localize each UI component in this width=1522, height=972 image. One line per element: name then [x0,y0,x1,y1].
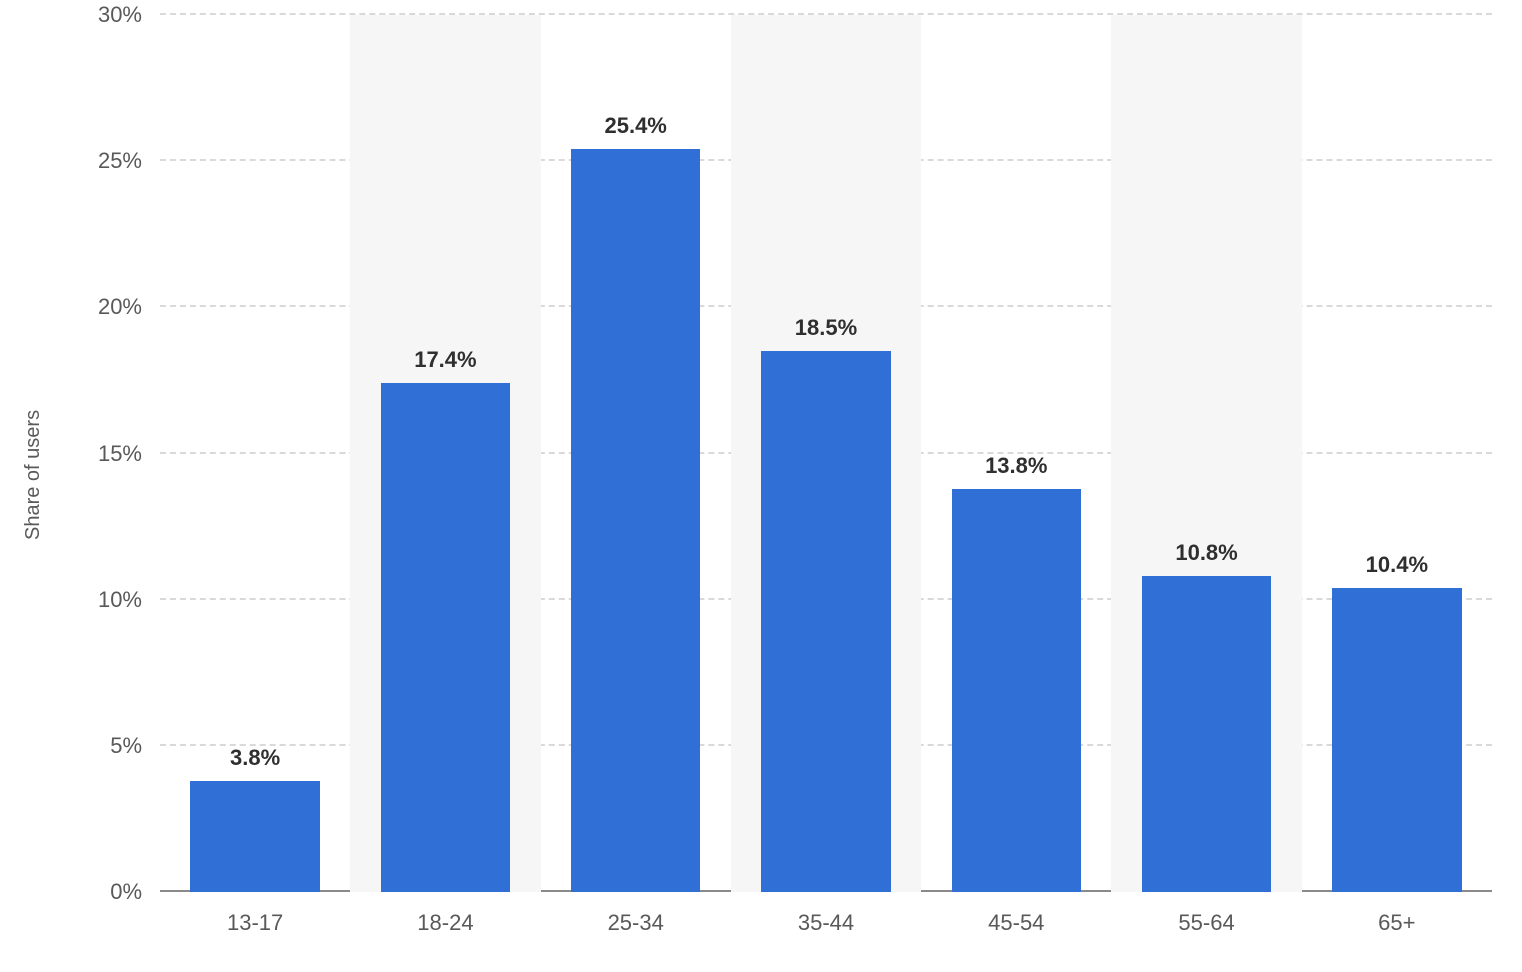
x-tick-label: 35-44 [798,892,854,936]
bar-slot: 25.4%25-34 [541,15,731,892]
x-tick-label: 45-54 [988,892,1044,936]
bar-value-label: 10.8% [1175,540,1237,566]
bar-value-label: 13.8% [985,453,1047,479]
bar-slot: 13.8%45-54 [921,15,1111,892]
bar[interactable]: 25.4% [571,149,700,892]
bar[interactable]: 18.5% [761,351,890,892]
bar-value-label: 25.4% [604,113,666,139]
y-tick-label: 10% [98,587,160,613]
bar-value-label: 17.4% [414,347,476,373]
bar-value-label: 3.8% [230,745,280,771]
plot-area: 0%5%10%15%20%25%30%3.8%13-1717.4%18-2425… [160,15,1492,892]
y-tick-label: 0% [110,879,160,905]
bar-slot: 18.5%35-44 [731,15,921,892]
y-tick-label: 25% [98,148,160,174]
bar[interactable]: 13.8% [952,489,1081,892]
bar-value-label: 10.4% [1366,552,1428,578]
y-tick-label: 20% [98,294,160,320]
bar-value-label: 18.5% [795,315,857,341]
bar[interactable]: 10.8% [1142,576,1271,892]
x-tick-label: 25-34 [608,892,664,936]
bar-chart: Share of users 0%5%10%15%20%25%30%3.8%13… [0,0,1522,972]
x-tick-label: 18-24 [417,892,473,936]
bar-slot: 10.8%55-64 [1111,15,1301,892]
x-tick-label: 55-64 [1178,892,1234,936]
bars-container: 3.8%13-1717.4%18-2425.4%25-3418.5%35-441… [160,15,1492,892]
bar-slot: 3.8%13-17 [160,15,350,892]
bar[interactable]: 10.4% [1332,588,1461,892]
x-tick-label: 13-17 [227,892,283,936]
bar[interactable]: 3.8% [190,781,319,892]
y-tick-label: 5% [110,733,160,759]
bar-slot: 10.4%65+ [1302,15,1492,892]
bar-slot: 17.4%18-24 [350,15,540,892]
bar[interactable]: 17.4% [381,383,510,892]
y-tick-label: 30% [98,2,160,28]
y-axis-title: Share of users [22,410,45,540]
x-tick-label: 65+ [1378,892,1415,936]
y-tick-label: 15% [98,441,160,467]
